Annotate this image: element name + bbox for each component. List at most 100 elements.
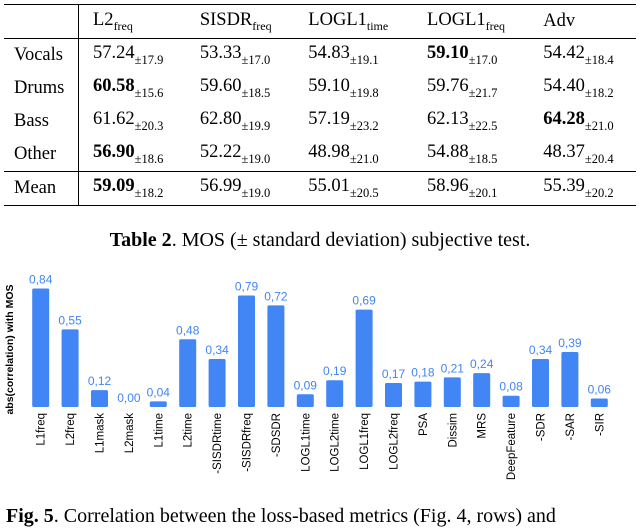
table-cell: 52.22±19.0 (186, 138, 294, 172)
x-tick-label: L2mask (124, 413, 136, 454)
column-header-subscript: freq (485, 18, 505, 33)
row-label: Drums (4, 72, 79, 105)
column-header: L2freq (79, 5, 186, 39)
table-cell: 56.90±18.6 (79, 138, 186, 172)
bar-deepfeature (502, 395, 520, 407)
table-row: Vocals 57.24±17.9 53.33±17.0 54.83±19.1 59.1… (4, 38, 636, 73)
x-tick-label: PSA (418, 413, 430, 436)
bar-value-label: 0,06 (588, 383, 612, 397)
table-cell: 57.24±17.9 (79, 39, 186, 73)
plot-area: abs(correlation) with MOS 0,84 L1freq 0,55 L… (4, 272, 611, 480)
table-cell: 58.96±20.1 (413, 172, 529, 206)
cell-value: 59.09 (93, 176, 135, 196)
bar-psa (414, 381, 432, 407)
table-caption-text: . MOS (± standard deviation) subjective … (171, 229, 531, 251)
table-cell: 64.28±21.0 (529, 105, 636, 138)
cell-std-dev: ±21.0 (584, 119, 614, 133)
x-tick-label: Dissim (447, 413, 459, 448)
bar-sisdrtime (208, 359, 226, 407)
cell-std-dev: ±15.6 (134, 86, 164, 100)
table-cell: 55.01±20.5 (294, 172, 413, 206)
table-cell: 54.40±18.2 (529, 72, 636, 105)
cell-value: 57.19 (308, 109, 350, 129)
table-caption: Table 2. MOS (± standard deviation) subj… (0, 229, 640, 252)
bar-value-label: 0,18 (411, 366, 435, 380)
table-cell: 55.39±20.2 (529, 172, 636, 206)
bar-value-label: 0,09 (294, 378, 318, 392)
cell-std-dev: ±20.4 (584, 152, 614, 166)
bar-sar (561, 351, 579, 407)
cell-std-dev: ±23.2 (349, 119, 379, 133)
cell-value: 52.22 (199, 142, 242, 162)
table-cell: 59.09±18.2 (79, 172, 186, 206)
cell-value: 59.10 (427, 43, 469, 63)
column-header-subscript: time (366, 18, 389, 33)
cell-value: 55.39 (543, 176, 585, 196)
x-tick-label: LOGL2time (330, 413, 342, 472)
cell-value: 64.28 (543, 109, 585, 129)
cell-std-dev: ±22.5 (468, 119, 498, 133)
cell-value: 56.90 (93, 142, 135, 162)
cell-std-dev: ±20.1 (468, 186, 498, 200)
cell-std-dev: ±21.0 (349, 152, 379, 166)
cell-std-dev: ±18.6 (134, 152, 164, 166)
table-cell: 54.88±18.5 (413, 138, 529, 172)
cell-std-dev: ±19.9 (241, 119, 271, 133)
table-cell: 48.98±21.0 (294, 138, 413, 172)
column-header-subscript: freq (252, 18, 272, 33)
bar-value-label: 0,08 (499, 380, 523, 394)
cell-value: 58.96 (427, 176, 469, 196)
cell-std-dev: ±19.1 (349, 53, 379, 67)
table-cell: 59.10±19.8 (294, 72, 413, 105)
cell-std-dev: ±19.0 (241, 186, 271, 200)
x-tick-label: LOGL1freq (359, 413, 371, 470)
cell-value: 48.37 (543, 142, 585, 162)
row-label: Bass (4, 105, 79, 138)
cell-value: 54.42 (543, 43, 585, 63)
table-cell: 54.83±19.1 (294, 39, 413, 73)
cell-std-dev: ±21.7 (468, 86, 498, 100)
cell-std-dev: ±17.9 (134, 53, 164, 67)
x-tick-label: L1mask (95, 413, 107, 454)
bar-value-label: 0,04 (147, 385, 171, 399)
bar-value-label: 0,21 (441, 361, 465, 375)
bar-value-label: 0,00 (117, 391, 141, 405)
x-tick-label: -SDSDR (271, 413, 283, 457)
table-cell: 59.60±18.5 (186, 72, 294, 105)
y-axis-label: abs(correlation) with MOS (4, 284, 16, 414)
x-tick-label: DeepFeature (506, 413, 518, 480)
column-header: LOGL1freq (413, 5, 529, 39)
table-mean-section: Mean 59.09±18.2 56.99±19.0 55.01±20.5 58.96±… (4, 171, 636, 206)
bar-value-label: 0,55 (58, 313, 82, 327)
figure-caption-label: Fig. 5 (6, 505, 54, 527)
bar-l2freq (61, 329, 79, 407)
x-tick-label: L1time (153, 413, 165, 448)
bar-value-label: 0,19 (323, 364, 347, 378)
cell-value: 56.99 (199, 176, 242, 196)
x-tick-label: MRS (477, 413, 489, 439)
mos-table: L2freq SISDRfreq LOGL1time LOGL1freq Adv Voc… (4, 4, 636, 206)
cell-std-dev: ±20.2 (584, 186, 614, 200)
cell-std-dev: ±17.0 (241, 53, 271, 67)
table-cell: 62.13±22.5 (413, 105, 529, 138)
figure-caption: Fig. 5. Correlation between the loss-bas… (6, 505, 556, 528)
bar-value-label: 0,84 (29, 272, 53, 286)
bar-value-label: 0,24 (470, 357, 494, 371)
bar-sdr (532, 359, 549, 407)
table-row: Bass 61.62±20.3 62.80±19.9 57.19±23.2 62.13±… (4, 105, 636, 138)
table-cell: 54.42±18.4 (529, 39, 636, 73)
column-header-name: SISDR (199, 9, 253, 30)
x-tick-label: L2time (183, 413, 195, 448)
bar-value-label: 0,34 (205, 343, 229, 357)
cell-std-dev: ±18.4 (584, 53, 614, 67)
table-cell: 57.19±23.2 (294, 105, 413, 138)
x-tick-label: -SAR (565, 413, 577, 440)
bar-sisdrfreq (238, 295, 255, 407)
cell-value: 55.01 (308, 176, 350, 196)
bar-l1mask (91, 390, 108, 407)
header-corner (4, 4, 79, 39)
x-tick-label: L2freq (65, 413, 77, 446)
cell-std-dev: ±19.0 (241, 152, 271, 166)
cell-value: 53.33 (199, 43, 242, 63)
cell-value: 61.62 (93, 109, 135, 129)
